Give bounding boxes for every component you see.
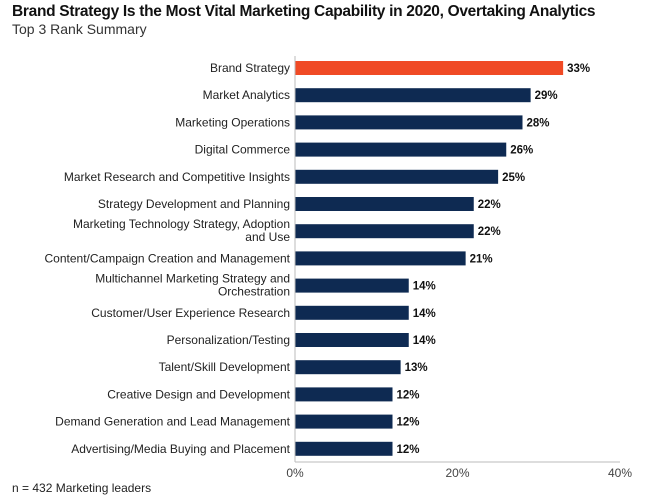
- category-label: Talent/Skill Development: [159, 360, 291, 374]
- bar: [295, 197, 474, 211]
- bar: [295, 142, 507, 157]
- bar: [295, 61, 564, 75]
- category-label: Content/Campaign Creation and Management: [45, 251, 291, 265]
- value-label: 14%: [413, 308, 436, 320]
- bar: [295, 333, 409, 347]
- bar: [295, 251, 466, 266]
- category-label: Market Research and Competitive Insights: [64, 170, 290, 184]
- value-label: 12%: [397, 444, 420, 456]
- category-label: Brand Strategy: [210, 61, 290, 75]
- value-label: 26%: [510, 145, 533, 157]
- value-label: 12%: [397, 417, 420, 429]
- bar: [295, 387, 393, 402]
- bar: [295, 169, 499, 184]
- x-tick-label: 20%: [445, 466, 469, 480]
- bar: [295, 115, 523, 130]
- category-label: Marketing Operations: [175, 115, 290, 129]
- category-label: Creative Design and Development: [107, 387, 290, 401]
- chart-title: Brand Strategy Is the Most Vital Marketi…: [12, 3, 596, 20]
- category-label: Digital Commerce: [195, 143, 291, 157]
- value-label: 21%: [470, 253, 493, 265]
- chart-subtitle: Top 3 Rank Summary: [12, 21, 147, 37]
- category-label: Demand Generation and Lead Management: [55, 415, 290, 429]
- bar: [295, 224, 474, 239]
- value-label: 29%: [535, 90, 558, 102]
- value-label: 12%: [397, 389, 420, 401]
- bar: [295, 88, 531, 103]
- category-label: Marketing Technology Strategy, Adoption a…: [73, 217, 290, 244]
- bar: [295, 360, 401, 375]
- bar: [295, 414, 393, 429]
- category-label: Advertising/Media Buying and Placement: [71, 442, 290, 456]
- category-label: Market Analytics: [203, 88, 290, 102]
- value-label: 13%: [405, 362, 428, 374]
- value-label: 25%: [502, 172, 525, 184]
- value-label: 14%: [413, 281, 436, 293]
- value-label: 22%: [478, 226, 501, 238]
- bar: [295, 278, 409, 293]
- category-label: Multichannel Marketing Strategy and Orche…: [95, 272, 290, 299]
- category-label: Customer/User Experience Research: [91, 306, 290, 320]
- category-label: Personalization/Testing: [167, 333, 290, 347]
- value-label: 14%: [413, 335, 436, 347]
- category-label: Strategy Development and Planning: [98, 197, 290, 211]
- value-label: 22%: [478, 199, 501, 211]
- x-tick-label: 0%: [286, 466, 304, 480]
- value-label: 28%: [527, 117, 550, 129]
- bar: [295, 441, 393, 456]
- value-label: 33%: [567, 63, 590, 75]
- bar: [295, 305, 409, 320]
- x-tick-label: 40%: [608, 466, 632, 480]
- sample-size-note: n = 432 Marketing leaders: [12, 481, 152, 495]
